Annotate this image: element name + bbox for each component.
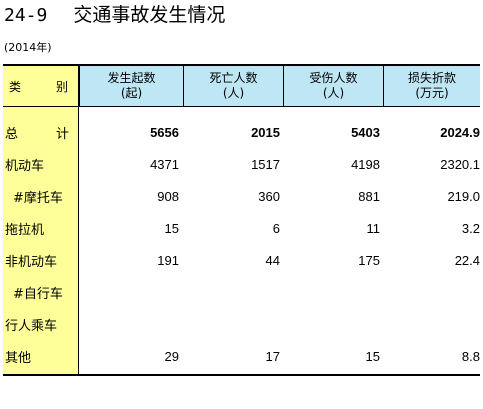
header-losses-unit: (万元)	[415, 86, 449, 100]
header-accidents-label: 发生起数	[107, 71, 156, 85]
table-title: 交通事故发生情况	[73, 4, 226, 26]
year-note: (2014年)	[4, 41, 52, 54]
cell-total-losses: 2024.9	[440, 124, 480, 140]
statistics-table: 类 别 发生起数 (起) 死亡人数 (人) 受伤人数 (人) 损失折款 (万元)…	[3, 64, 480, 376]
table-row: #摩托车 908 360 881 219.0	[3, 180, 480, 212]
table-row: 行人乘车	[3, 308, 480, 340]
header-injuries: 受伤人数 (人)	[283, 66, 383, 106]
cell-losses: 22.4	[454, 252, 480, 268]
cell-losses	[383, 276, 480, 308]
cell-accidents: 191	[157, 252, 179, 268]
cell-total-accidents: 5656	[150, 124, 179, 140]
header-deaths-label: 死亡人数	[209, 71, 258, 85]
stub-column-background	[3, 66, 79, 374]
cell-deaths: 44	[265, 252, 280, 268]
table-row: 机动车 4371 1517 4198 2320.1	[3, 148, 480, 180]
cell-accidents: 908	[157, 188, 179, 204]
table-row: 其他 29 17 15 8.8	[3, 340, 480, 372]
cell-losses: 219.0	[447, 188, 480, 204]
cell-injuries	[283, 276, 380, 308]
cell-losses: 3.2	[461, 220, 480, 236]
table-header: 类 别 发生起数 (起) 死亡人数 (人) 受伤人数 (人) 损失折款 (万元)	[3, 66, 480, 107]
table-row-total: 总 计 5656 2015 5403 2024.9	[3, 116, 480, 148]
row-label: #摩托车	[13, 190, 63, 206]
cell-losses: 8.8	[461, 348, 480, 364]
header-accidents-unit: (起)	[120, 86, 143, 100]
table-top-rule	[3, 64, 480, 66]
cell-injuries	[283, 308, 380, 340]
cell-total-deaths: 2015	[251, 124, 280, 140]
header-category: 类 别	[3, 66, 79, 106]
cell-injuries: 4198	[351, 156, 380, 172]
cell-deaths: 17	[265, 348, 280, 364]
header-deaths-unit: (人)	[222, 86, 245, 100]
cell-total-injuries: 5403	[351, 124, 380, 140]
row-label: 非机动车	[5, 254, 58, 270]
cell-injuries: 11	[366, 220, 381, 236]
cell-deaths: 1517	[251, 156, 280, 172]
header-category-char-2: 别	[55, 79, 68, 94]
header-deaths: 死亡人数 (人)	[183, 66, 283, 106]
row-label: 行人乘车	[5, 318, 58, 334]
cell-accidents: 15	[164, 220, 179, 236]
cell-deaths	[183, 276, 280, 308]
table-row: 非机动车 191 44 175 22.4	[3, 244, 480, 276]
table-row: #自行车	[3, 276, 480, 308]
cell-injuries: 881	[358, 188, 380, 204]
header-category-char-1: 类	[9, 79, 22, 94]
row-label: 机动车	[5, 158, 45, 174]
table-number: 24-9	[4, 5, 48, 26]
cell-accidents: 4371	[150, 156, 179, 172]
header-injuries-unit: (人)	[322, 86, 345, 100]
header-injuries-label: 受伤人数	[309, 71, 358, 85]
cell-losses	[383, 308, 480, 340]
header-accidents: 发生起数 (起)	[79, 66, 183, 106]
cell-losses: 2320.1	[440, 156, 480, 172]
cell-injuries: 175	[358, 252, 380, 268]
cell-deaths: 6	[272, 220, 280, 236]
cell-deaths: 360	[258, 188, 280, 204]
row-label-total-char-2: 计	[55, 126, 69, 142]
page-title: 24-9 交通事故发生情况	[4, 3, 225, 28]
row-label: 拖拉机	[5, 222, 45, 238]
cell-accidents	[79, 308, 179, 340]
cell-accidents: 29	[164, 348, 179, 364]
cell-injuries: 15	[365, 348, 380, 364]
row-label-total: 总 计	[5, 116, 77, 148]
header-losses-label: 损失折款	[407, 71, 456, 85]
cell-deaths	[183, 308, 280, 340]
row-label-total-char-1: 总	[5, 126, 19, 142]
table-row: 拖拉机 15 6 11 3.2	[3, 212, 480, 244]
table-bottom-rule	[3, 374, 480, 376]
header-losses: 损失折款 (万元)	[383, 66, 480, 106]
row-label: 其他	[5, 350, 32, 366]
row-label: #自行车	[13, 286, 63, 302]
cell-accidents	[79, 276, 179, 308]
